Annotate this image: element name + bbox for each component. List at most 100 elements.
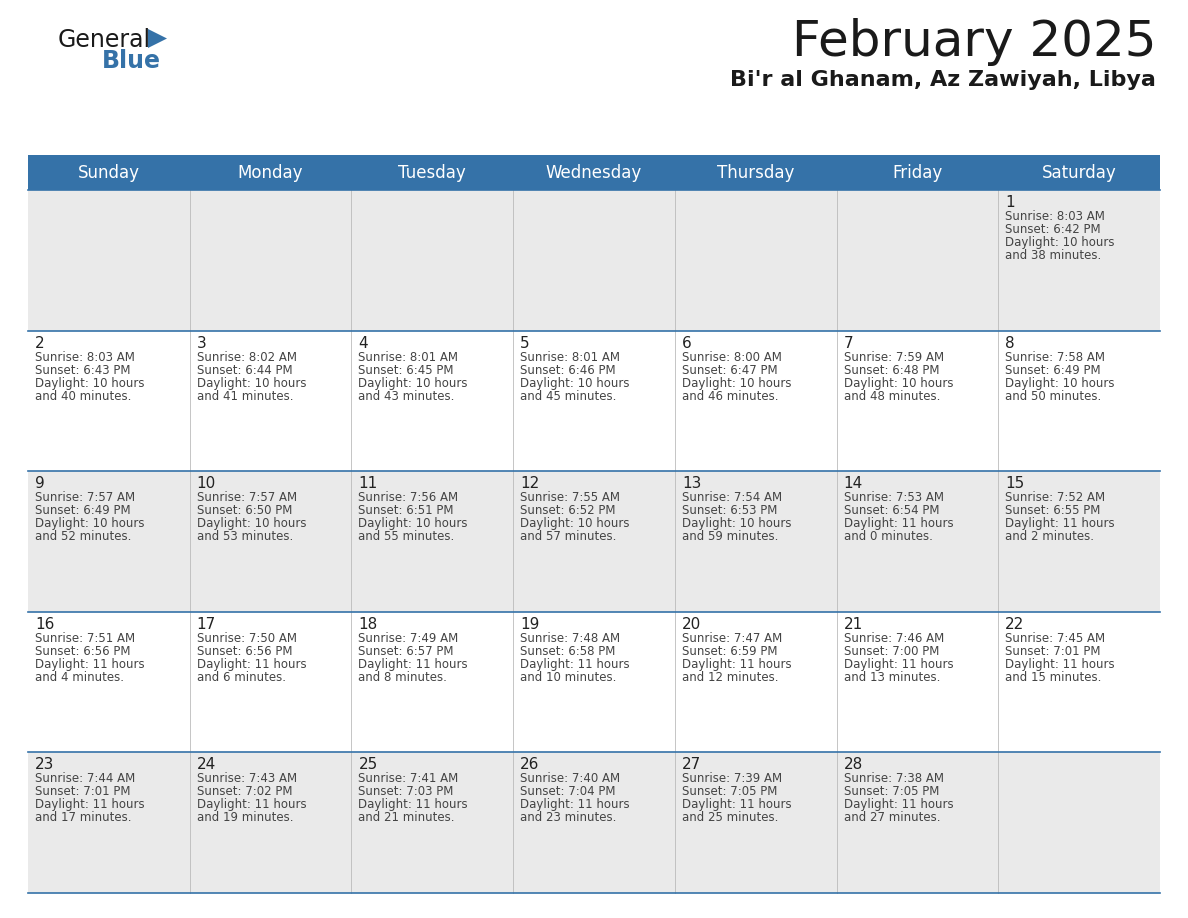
Text: 18: 18	[359, 617, 378, 632]
Text: 25: 25	[359, 757, 378, 772]
Text: Daylight: 11 hours: Daylight: 11 hours	[682, 658, 791, 671]
Text: Sunset: 7:01 PM: Sunset: 7:01 PM	[1005, 644, 1101, 658]
Text: Sunset: 7:04 PM: Sunset: 7:04 PM	[520, 786, 615, 799]
Text: 9: 9	[34, 476, 45, 491]
Text: Sunrise: 8:03 AM: Sunrise: 8:03 AM	[34, 351, 135, 364]
Text: Sunset: 6:46 PM: Sunset: 6:46 PM	[520, 364, 615, 376]
Text: and 25 minutes.: and 25 minutes.	[682, 812, 778, 824]
Text: and 50 minutes.: and 50 minutes.	[1005, 389, 1101, 403]
Text: Sunrise: 7:57 AM: Sunrise: 7:57 AM	[34, 491, 135, 504]
Text: and 8 minutes.: and 8 minutes.	[359, 671, 448, 684]
Text: Daylight: 10 hours: Daylight: 10 hours	[359, 517, 468, 531]
Text: Sunset: 6:49 PM: Sunset: 6:49 PM	[1005, 364, 1101, 376]
Text: and 12 minutes.: and 12 minutes.	[682, 671, 778, 684]
Text: Sunset: 6:51 PM: Sunset: 6:51 PM	[359, 504, 454, 517]
Text: Daylight: 11 hours: Daylight: 11 hours	[843, 658, 953, 671]
Text: Sunset: 6:43 PM: Sunset: 6:43 PM	[34, 364, 131, 376]
Text: 26: 26	[520, 757, 539, 772]
Text: 27: 27	[682, 757, 701, 772]
Text: Sunset: 7:03 PM: Sunset: 7:03 PM	[359, 786, 454, 799]
Text: 6: 6	[682, 336, 691, 351]
Text: Sunrise: 8:01 AM: Sunrise: 8:01 AM	[520, 351, 620, 364]
Text: Sunrise: 7:50 AM: Sunrise: 7:50 AM	[197, 632, 297, 644]
Text: 3: 3	[197, 336, 207, 351]
Text: and 55 minutes.: and 55 minutes.	[359, 531, 455, 543]
Text: and 15 minutes.: and 15 minutes.	[1005, 671, 1101, 684]
Text: 23: 23	[34, 757, 55, 772]
Text: February 2025: February 2025	[791, 18, 1156, 66]
Text: 12: 12	[520, 476, 539, 491]
Text: Sunrise: 8:03 AM: Sunrise: 8:03 AM	[1005, 210, 1105, 223]
Text: and 40 minutes.: and 40 minutes.	[34, 389, 132, 403]
Text: Sunrise: 7:41 AM: Sunrise: 7:41 AM	[359, 772, 459, 786]
Text: and 0 minutes.: and 0 minutes.	[843, 531, 933, 543]
Text: Sunrise: 7:59 AM: Sunrise: 7:59 AM	[843, 351, 943, 364]
Text: Sunrise: 7:38 AM: Sunrise: 7:38 AM	[843, 772, 943, 786]
Text: 14: 14	[843, 476, 862, 491]
Text: Sunset: 7:02 PM: Sunset: 7:02 PM	[197, 786, 292, 799]
Text: Sunset: 6:48 PM: Sunset: 6:48 PM	[843, 364, 939, 376]
Text: Daylight: 10 hours: Daylight: 10 hours	[843, 376, 953, 389]
Text: Sunrise: 7:44 AM: Sunrise: 7:44 AM	[34, 772, 135, 786]
Text: Daylight: 11 hours: Daylight: 11 hours	[1005, 517, 1114, 531]
Text: Daylight: 11 hours: Daylight: 11 hours	[34, 658, 145, 671]
Text: Daylight: 10 hours: Daylight: 10 hours	[682, 376, 791, 389]
Text: Bi'r al Ghanam, Az Zawiyah, Libya: Bi'r al Ghanam, Az Zawiyah, Libya	[731, 70, 1156, 90]
Text: and 17 minutes.: and 17 minutes.	[34, 812, 132, 824]
Text: Daylight: 10 hours: Daylight: 10 hours	[520, 376, 630, 389]
Text: Daylight: 10 hours: Daylight: 10 hours	[197, 517, 307, 531]
Text: Sunset: 6:52 PM: Sunset: 6:52 PM	[520, 504, 615, 517]
Text: Sunrise: 7:48 AM: Sunrise: 7:48 AM	[520, 632, 620, 644]
Text: Sunset: 6:45 PM: Sunset: 6:45 PM	[359, 364, 454, 376]
Bar	[29, 155, 1159, 190]
Text: and 13 minutes.: and 13 minutes.	[843, 671, 940, 684]
Text: 21: 21	[843, 617, 862, 632]
Text: and 59 minutes.: and 59 minutes.	[682, 531, 778, 543]
Text: and 23 minutes.: and 23 minutes.	[520, 812, 617, 824]
Text: and 46 minutes.: and 46 minutes.	[682, 389, 778, 403]
Text: and 43 minutes.: and 43 minutes.	[359, 389, 455, 403]
Text: Daylight: 11 hours: Daylight: 11 hours	[197, 799, 307, 812]
Text: Sunday: Sunday	[78, 163, 140, 182]
Text: 4: 4	[359, 336, 368, 351]
Text: 10: 10	[197, 476, 216, 491]
Text: Daylight: 10 hours: Daylight: 10 hours	[197, 376, 307, 389]
Text: Wednesday: Wednesday	[545, 163, 643, 182]
Text: and 21 minutes.: and 21 minutes.	[359, 812, 455, 824]
Text: Sunset: 6:50 PM: Sunset: 6:50 PM	[197, 504, 292, 517]
Text: and 41 minutes.: and 41 minutes.	[197, 389, 293, 403]
Text: and 6 minutes.: and 6 minutes.	[197, 671, 286, 684]
Text: Daylight: 10 hours: Daylight: 10 hours	[520, 517, 630, 531]
Text: Sunrise: 8:00 AM: Sunrise: 8:00 AM	[682, 351, 782, 364]
Text: Sunrise: 7:47 AM: Sunrise: 7:47 AM	[682, 632, 782, 644]
Text: Tuesday: Tuesday	[398, 163, 466, 182]
Polygon shape	[148, 29, 168, 48]
Text: and 57 minutes.: and 57 minutes.	[520, 531, 617, 543]
Text: Sunset: 6:53 PM: Sunset: 6:53 PM	[682, 504, 777, 517]
Text: and 48 minutes.: and 48 minutes.	[843, 389, 940, 403]
Text: Daylight: 10 hours: Daylight: 10 hours	[1005, 376, 1114, 389]
Text: Sunrise: 7:58 AM: Sunrise: 7:58 AM	[1005, 351, 1105, 364]
Text: Sunrise: 8:02 AM: Sunrise: 8:02 AM	[197, 351, 297, 364]
Text: 16: 16	[34, 617, 55, 632]
Text: Sunrise: 7:52 AM: Sunrise: 7:52 AM	[1005, 491, 1105, 504]
Text: Blue: Blue	[102, 49, 162, 73]
Text: Sunset: 7:00 PM: Sunset: 7:00 PM	[843, 644, 939, 658]
Text: Sunrise: 7:43 AM: Sunrise: 7:43 AM	[197, 772, 297, 786]
Text: 19: 19	[520, 617, 539, 632]
Text: Sunset: 6:49 PM: Sunset: 6:49 PM	[34, 504, 131, 517]
Text: Daylight: 11 hours: Daylight: 11 hours	[843, 517, 953, 531]
Text: Sunset: 6:55 PM: Sunset: 6:55 PM	[1005, 504, 1100, 517]
Text: Sunset: 6:56 PM: Sunset: 6:56 PM	[197, 644, 292, 658]
Text: Daylight: 10 hours: Daylight: 10 hours	[34, 376, 145, 389]
Text: 5: 5	[520, 336, 530, 351]
Text: and 38 minutes.: and 38 minutes.	[1005, 249, 1101, 262]
Text: Sunset: 6:56 PM: Sunset: 6:56 PM	[34, 644, 131, 658]
Text: Sunset: 6:44 PM: Sunset: 6:44 PM	[197, 364, 292, 376]
Bar	[29, 330, 1159, 471]
Text: Sunrise: 7:49 AM: Sunrise: 7:49 AM	[359, 632, 459, 644]
Text: Sunrise: 7:55 AM: Sunrise: 7:55 AM	[520, 491, 620, 504]
Text: Daylight: 10 hours: Daylight: 10 hours	[359, 376, 468, 389]
Text: Sunrise: 7:45 AM: Sunrise: 7:45 AM	[1005, 632, 1105, 644]
Text: and 27 minutes.: and 27 minutes.	[843, 812, 940, 824]
